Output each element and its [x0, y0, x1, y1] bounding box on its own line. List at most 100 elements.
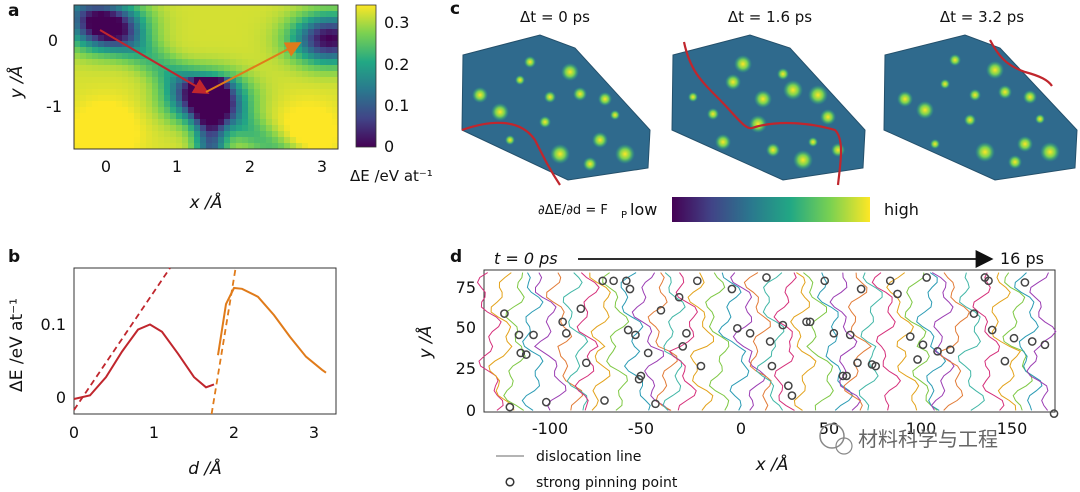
heatmap-cell [320, 95, 327, 102]
heatmap-cell [332, 83, 339, 90]
a-cbar-tick: 0.3 [384, 13, 409, 32]
heatmap-cell [134, 35, 141, 42]
heatmap-cell [326, 89, 333, 96]
heatmap-cell [86, 59, 93, 66]
heatmap-cell [86, 17, 93, 24]
c-surface-peak [491, 103, 509, 121]
heatmap-cell [98, 89, 105, 96]
heatmap-cell [314, 53, 321, 60]
heatmap-cell [74, 83, 81, 90]
heatmap-cell [170, 47, 177, 54]
c-surface-peak [998, 85, 1012, 99]
c-surface-peak [897, 91, 913, 107]
heatmap-cell [254, 101, 261, 108]
heatmap-cell [116, 11, 123, 18]
heatmap-cell [326, 95, 333, 102]
heatmap-cell [236, 83, 243, 90]
heatmap-cell [242, 41, 249, 48]
heatmap-cell [164, 47, 171, 54]
d-pinning-point [558, 317, 567, 327]
heatmap-cell [110, 107, 117, 114]
heatmap-cell [272, 131, 279, 138]
heatmap-cell [278, 5, 285, 12]
heatmap-cell [248, 53, 255, 60]
heatmap-cell [314, 107, 321, 114]
heatmap-cell [194, 29, 201, 36]
heatmap-cell [200, 35, 207, 42]
heatmap-cell [116, 89, 123, 96]
heatmap-cell [110, 71, 117, 78]
heatmap-cell [164, 5, 171, 12]
heatmap-cell [110, 83, 117, 90]
heatmap-cell [188, 131, 195, 138]
heatmap-cell [182, 41, 189, 48]
heatmap-cell [206, 113, 213, 120]
heatmap-cell [146, 83, 153, 90]
heatmap-cell [296, 119, 303, 126]
d-dislocation-line [533, 272, 567, 411]
heatmap-cell [326, 131, 333, 138]
heatmap-cell [158, 59, 165, 66]
c-dislocation-line [682, 41, 843, 186]
heatmap-cell [326, 65, 333, 72]
heatmap-cell [284, 11, 291, 18]
heatmap-cell [218, 41, 225, 48]
heatmap-cell [152, 17, 159, 24]
panel-a-ylabel: y /Å [5, 66, 27, 100]
d-pinning-point [745, 328, 755, 338]
panel-a-red-arrow [99, 29, 210, 95]
heatmap-cell [296, 113, 303, 120]
heatmap-cell [110, 65, 117, 72]
a-cbar-tick: 0 [384, 137, 394, 156]
heatmap-cell [308, 17, 315, 24]
heatmap-cell [170, 59, 177, 66]
heatmap-cell [110, 95, 117, 102]
heatmap-cell [176, 137, 183, 144]
d-dislocation-line [503, 272, 526, 411]
heatmap-cell [86, 41, 93, 48]
heatmap-cell [110, 143, 117, 150]
heatmap-cell [290, 101, 297, 108]
heatmap-cell [74, 137, 81, 144]
heatmap-cell [134, 71, 141, 78]
panel-c-title-1: Δt = 1.6 ps [728, 8, 812, 26]
heatmap-cell [272, 89, 279, 96]
heatmap-cell [110, 89, 117, 96]
heatmap-cell [170, 53, 177, 60]
heatmap-cell [218, 53, 225, 60]
heatmap-cell [152, 23, 159, 30]
heatmap-cell [266, 83, 273, 90]
heatmap-cell [74, 53, 81, 60]
heatmap-cell [224, 137, 231, 144]
heatmap-cell [260, 143, 267, 150]
c-surface-peak [539, 116, 551, 128]
heatmap-cell [230, 47, 237, 54]
heatmap-cell [140, 23, 147, 30]
heatmap-cell [266, 17, 273, 24]
heatmap-cell [272, 101, 279, 108]
d-pinning-point [1000, 356, 1010, 366]
heatmap-cell [164, 131, 171, 138]
heatmap-cell [272, 11, 279, 18]
heatmap-cell [200, 5, 207, 12]
heatmap-cell [146, 137, 153, 144]
heatmap-cell [128, 29, 135, 36]
heatmap-cell [110, 17, 117, 24]
c-surface-peak [1008, 155, 1022, 169]
heatmap-cell [290, 77, 297, 84]
heatmap-cell [236, 137, 243, 144]
heatmap-cell [98, 143, 105, 150]
heatmap-cell [218, 113, 225, 120]
heatmap-cell [212, 35, 219, 42]
heatmap-cell [212, 143, 219, 150]
heatmap-cell [314, 65, 321, 72]
heatmap-cell [116, 29, 123, 36]
heatmap-cell [92, 41, 99, 48]
heatmap-cell [170, 11, 177, 18]
heatmap-cell [320, 83, 327, 90]
heatmap-cell [266, 59, 273, 66]
heatmap-cell [140, 89, 147, 96]
d-pinning-point [1009, 333, 1019, 343]
c-surface-peak [975, 142, 995, 162]
heatmap-cell [248, 41, 255, 48]
